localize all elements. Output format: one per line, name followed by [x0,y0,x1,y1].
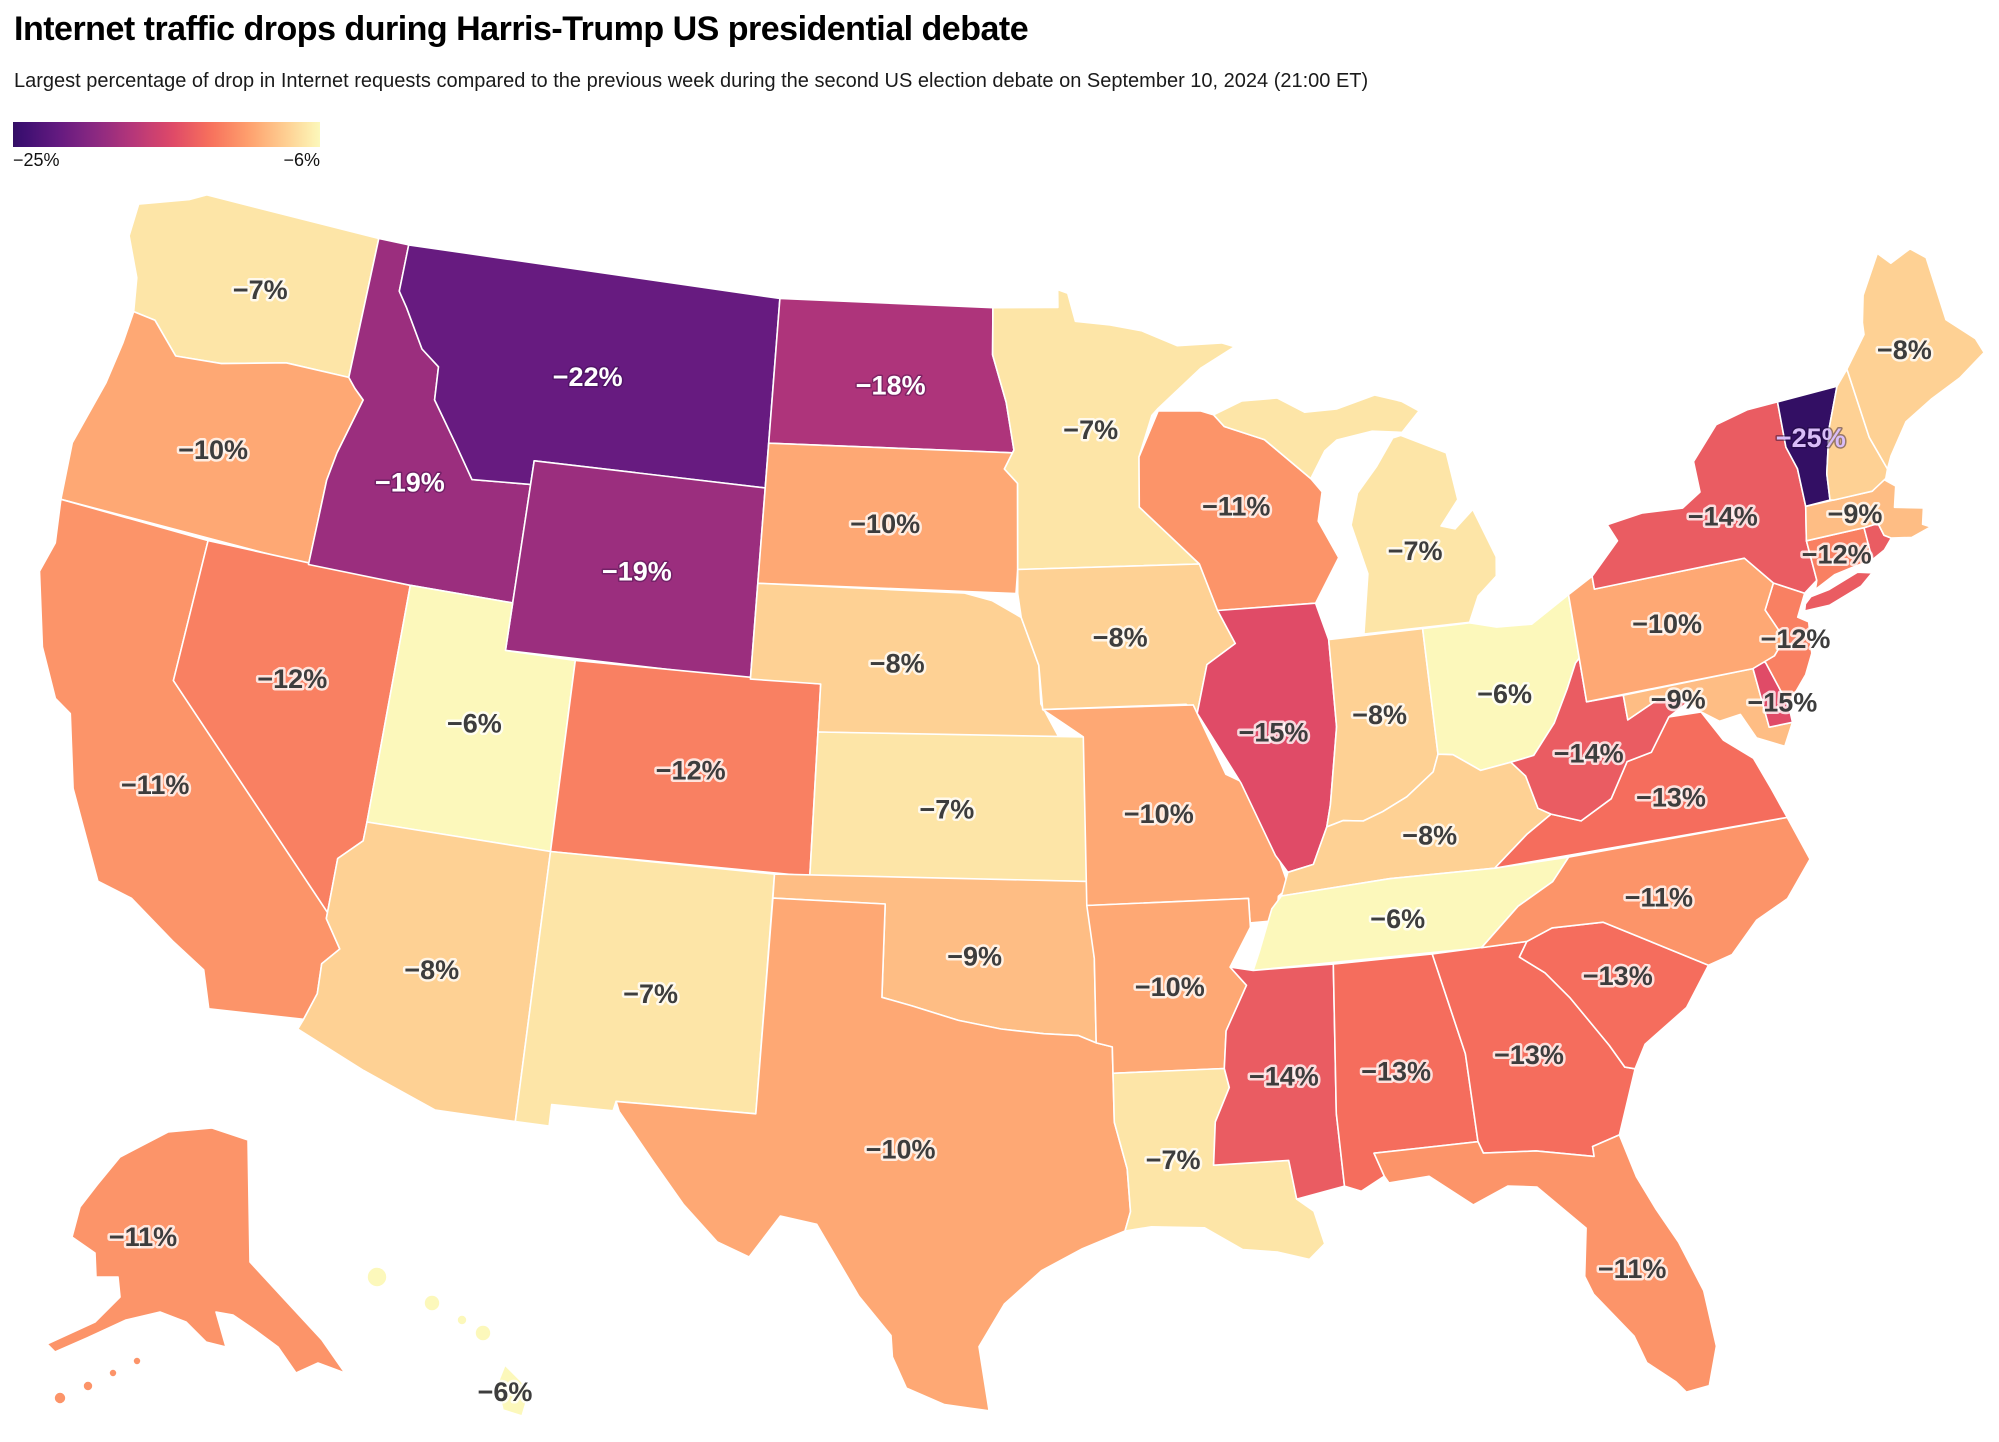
value-label-sc: −13% [1583,961,1653,991]
value-label-md: −9% [1651,684,1706,714]
value-label-vt: −25% [1776,423,1846,453]
chart-header: Internet traffic drops during Harris-Tru… [14,6,1368,94]
value-label-nv: −12% [257,664,327,694]
island-hi[interactable] [456,1314,468,1326]
value-label-sd: −10% [850,509,920,539]
value-label-me: −8% [1877,335,1932,365]
value-label-ak: −11% [109,1222,177,1252]
value-label-ga: −13% [1494,1040,1564,1070]
value-label-wv: −14% [1554,739,1624,769]
state-arizona[interactable] [297,821,552,1123]
island-ak[interactable] [132,1356,142,1366]
value-label-id: −19% [375,468,445,498]
value-label-ok: −9% [947,942,1002,972]
color-scale-legend: −25% −6% [13,122,320,171]
value-label-nc: −11% [1625,883,1693,913]
value-label-ms: −14% [1249,1062,1319,1092]
value-label-ia: −8% [1093,622,1148,652]
value-label-va: −13% [1636,783,1706,813]
state-texas[interactable] [615,897,1132,1412]
value-label-oh: −6% [1477,679,1532,709]
value-label-ma: −9% [1828,499,1883,529]
state-north-carolina[interactable] [1480,816,1811,966]
page-title: Internet traffic drops during Harris-Tru… [14,10,1029,48]
value-label-ct: −12% [1802,539,1872,569]
value-label-in: −8% [1352,700,1407,730]
value-label-ca: −11% [121,770,189,800]
value-label-or: −10% [178,435,248,465]
state-maine[interactable] [1846,248,1985,470]
island-hi[interactable] [366,1266,388,1288]
legend-min-label: −25% [13,150,60,170]
value-label-il: −15% [1239,717,1309,747]
value-label-ks: −7% [920,794,975,824]
value-label-fl: −11% [1598,1254,1666,1284]
state-hawaii[interactable] [496,1364,531,1417]
color-scale-gradient [13,122,320,147]
chart-subtitle: Largest percentage of drop in Internet r… [14,69,1369,92]
state-florida[interactable] [1373,1134,1718,1393]
value-label-pa: −10% [1632,609,1702,639]
value-label-mi: −7% [1388,536,1443,566]
value-label-az: −8% [404,955,459,985]
value-label-mt: −22% [553,362,623,392]
state-minnesota[interactable] [991,288,1236,571]
value-label-mo: −10% [1124,799,1194,829]
state-alaska[interactable] [46,1127,346,1374]
island-hi[interactable] [474,1324,492,1342]
value-label-tx: −10% [866,1135,936,1165]
value-label-de: −15% [1747,687,1817,717]
value-label-ny: −14% [1688,501,1758,531]
value-label-la: −7% [1146,1145,1201,1175]
value-label-nd: −18% [856,371,926,401]
value-label-ky: −8% [1402,820,1457,850]
island-ak[interactable] [82,1380,94,1392]
value-label-nm: −7% [623,979,678,1009]
island-ak[interactable] [108,1368,118,1378]
value-label-wi: −11% [1202,491,1270,521]
value-label-nj: −12% [1761,624,1831,654]
state-michigan[interactable] [1212,394,1498,635]
value-label-ut: −6% [447,708,502,738]
value-label-mn: −7% [1063,415,1118,445]
value-label-ne: −8% [870,649,925,679]
state-nebraska[interactable] [749,582,1060,739]
value-label-co: −12% [656,756,726,786]
value-label-hi: −6% [478,1377,533,1407]
value-label-ar: −10% [1135,972,1205,1002]
value-label-al: −13% [1361,1057,1431,1087]
island-ak[interactable] [53,1391,67,1405]
value-label-tn: −6% [1370,904,1425,934]
legend-max-label: −6% [283,150,320,170]
value-label-wy: −19% [602,556,672,586]
value-label-wa: −7% [233,275,288,305]
island-hi[interactable] [423,1294,441,1312]
